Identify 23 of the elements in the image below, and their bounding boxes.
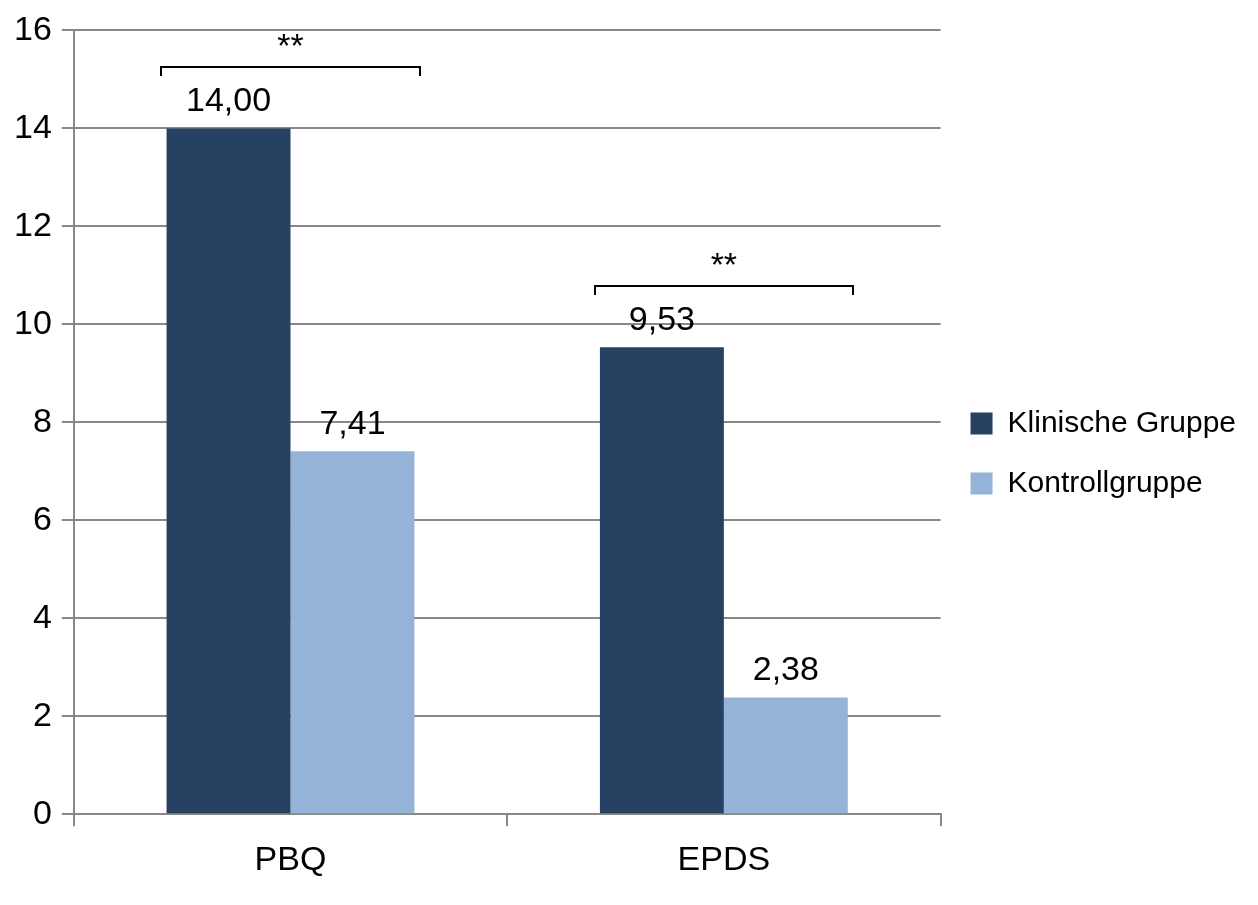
data-label: 9,53 [628,298,695,337]
y-tick-label: 10 [13,302,52,341]
x-tick-label: PBQ [254,838,327,877]
bar [599,347,724,814]
data-label: 2,38 [752,648,819,687]
annotation: ** [277,25,304,64]
y-tick-label: 14 [13,106,52,145]
legend-label: Klinische Gruppe [1007,404,1237,438]
y-tick-label: 12 [13,204,52,243]
y-tick-label: 2 [32,694,52,733]
x-tick-label: EPDS [677,838,771,877]
y-tick-label: 16 [13,8,52,47]
y-tick-label: 8 [32,400,52,439]
bar [290,451,415,814]
y-tick-label: 0 [32,792,52,831]
data-label: 7,41 [319,402,386,441]
y-tick-label: 4 [32,596,52,635]
legend-label: Kontrollgruppe [1007,464,1203,498]
y-tick-label: 6 [32,498,52,537]
annotation: ** [710,244,738,283]
bar [723,697,848,814]
data-label: 14,00 [185,79,272,118]
bar [166,128,291,814]
